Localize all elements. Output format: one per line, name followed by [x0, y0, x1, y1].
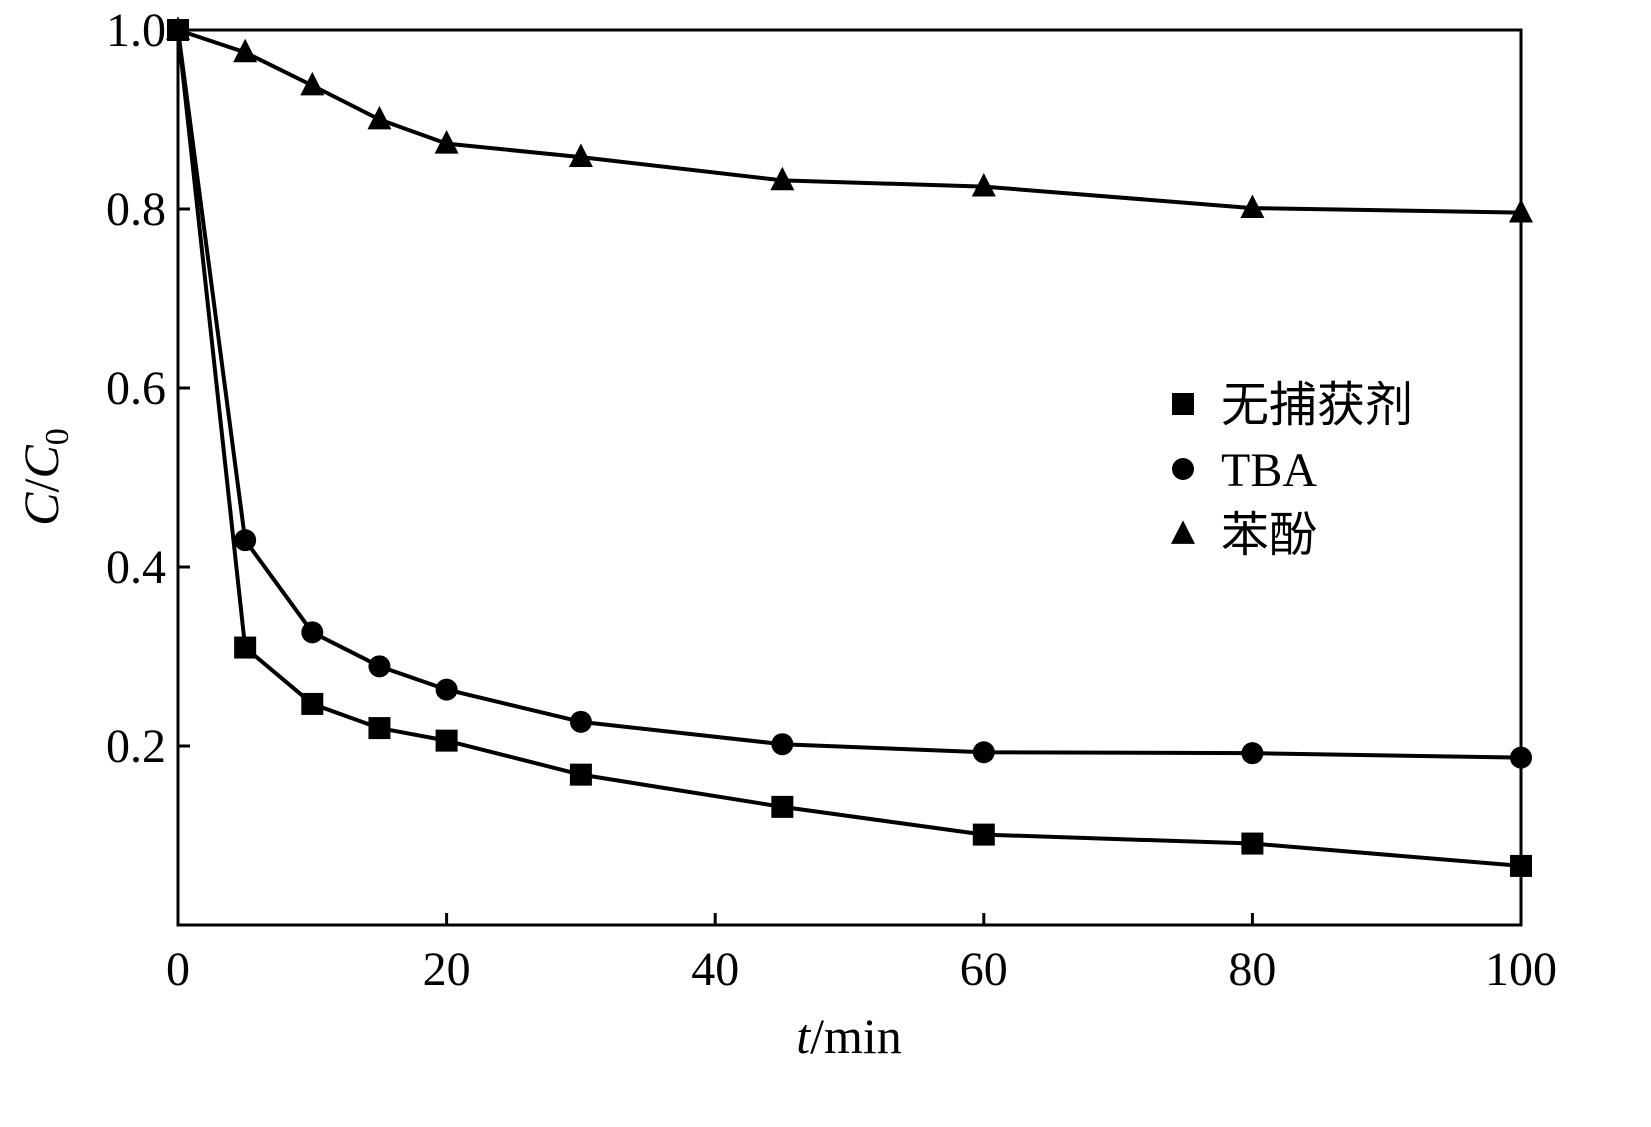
y-axis-den: C — [13, 445, 69, 479]
x-axis-var: t — [796, 1008, 811, 1064]
plot-frame — [176, 28, 1523, 927]
x-axis-ticks: 0 20 40 60 80 100 — [166, 913, 1557, 996]
data-point-circle — [1510, 746, 1532, 769]
data-point-square — [435, 729, 458, 752]
y-axis-sub: 0 — [39, 428, 76, 445]
legend-marker-circle — [1172, 458, 1194, 480]
x-tick-label: 0 — [166, 943, 190, 996]
data-point-circle — [234, 529, 257, 552]
y-axis-ticks: 0.2 0.4 0.6 0.8 1.0 — [106, 4, 190, 773]
data-point-circle — [771, 733, 794, 756]
data-point-triangle — [770, 166, 795, 191]
x-axis-unit: /min — [810, 1008, 902, 1064]
data-point-triangle — [568, 143, 593, 167]
data-point-square — [301, 692, 324, 715]
series-layer — [166, 16, 1533, 877]
data-point-circle — [1241, 742, 1264, 765]
series-line — [176, 29, 1522, 868]
data-point-square — [1510, 854, 1532, 877]
data-point-circle — [569, 710, 592, 733]
data-point-circle — [368, 655, 391, 678]
x-tick-label: 100 — [1485, 943, 1557, 996]
legend-label: 无捕获剂 — [1221, 379, 1413, 432]
series-line — [177, 28, 1522, 215]
y-axis-sep: / — [13, 478, 69, 492]
data-point-triangle — [1509, 198, 1533, 223]
series-square — [167, 19, 1532, 877]
x-tick-label: 80 — [1228, 943, 1276, 996]
y-axis-title: C/C0 — [13, 428, 76, 526]
data-point-circle — [301, 621, 324, 644]
y-tick-label: 0.8 — [106, 183, 166, 236]
x-tick-label: 60 — [960, 943, 1008, 996]
y-tick-label: 1.0 — [106, 4, 166, 57]
legend-label: 苯酚 — [1221, 509, 1317, 562]
data-point-triangle — [367, 105, 392, 130]
data-point-square — [972, 823, 995, 846]
series-line — [176, 29, 1522, 760]
data-point-triangle — [166, 16, 190, 40]
y-tick-label: 0.2 — [106, 720, 166, 773]
legend-label: TBA — [1221, 444, 1317, 497]
legend: 无捕获剂 TBA 苯酚 — [1171, 379, 1413, 562]
data-point-square — [1241, 832, 1264, 855]
data-point-triangle — [300, 71, 325, 96]
data-point-square — [771, 795, 794, 818]
legend-marker-triangle — [1171, 520, 1195, 544]
data-point-circle — [972, 741, 995, 764]
data-point-triangle — [434, 130, 459, 154]
data-point-square — [569, 763, 592, 786]
data-point-square — [368, 717, 391, 740]
y-axis-title-group: C/C0 — [13, 428, 76, 526]
data-point-circle — [435, 678, 458, 701]
data-point-triangle — [233, 38, 258, 63]
y-tick-label: 0.4 — [106, 541, 166, 594]
data-point-triangle — [1240, 194, 1265, 219]
data-point-square — [234, 636, 257, 659]
x-tick-label: 40 — [691, 943, 739, 996]
y-axis-num: C — [13, 492, 69, 526]
series-triangle — [166, 16, 1533, 223]
x-axis-title: t/min — [796, 1008, 902, 1064]
legend-marker-square — [1172, 393, 1194, 415]
x-tick-label: 20 — [423, 943, 471, 996]
data-point-triangle — [971, 172, 996, 197]
y-tick-label: 0.6 — [106, 362, 166, 415]
